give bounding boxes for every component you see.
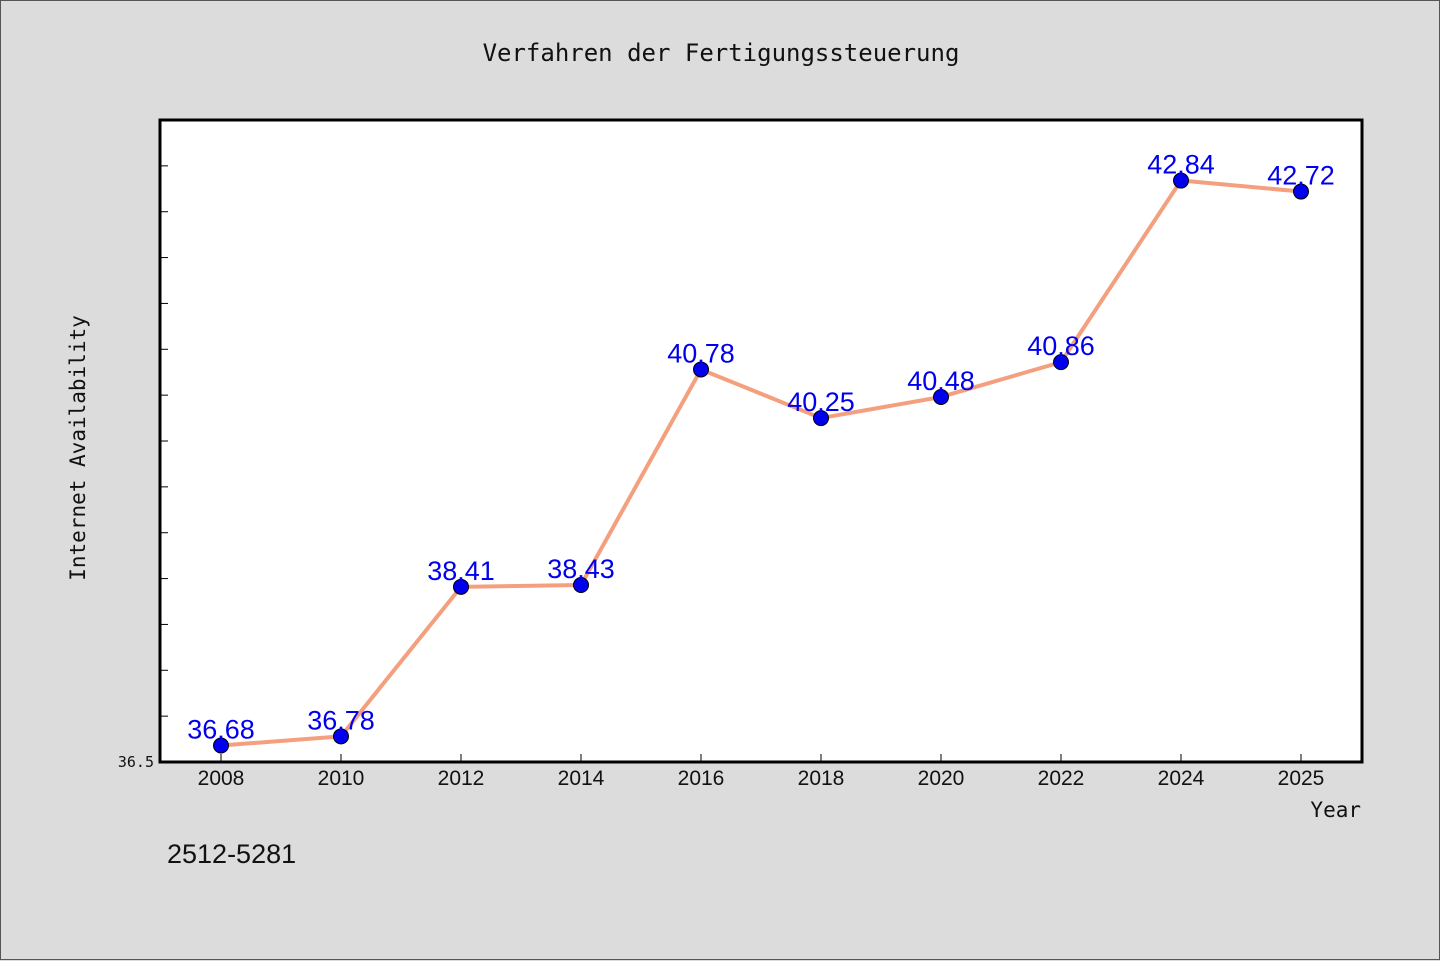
data-point	[333, 728, 349, 745]
data-label: 40.86	[1027, 331, 1095, 361]
data-label: 42.84	[1147, 150, 1215, 180]
plot-area	[158, 118, 1364, 764]
x-tick-label: 2020	[918, 767, 965, 790]
x-tick-label: 2025	[1278, 767, 1325, 790]
x-tick-label: 2018	[798, 767, 845, 790]
chart-title: Verfahren der Fertigungssteuerung	[483, 39, 960, 67]
y-axis-ticks: 36.5	[118, 119, 168, 771]
series-line	[220, 178, 1302, 748]
data-point	[933, 388, 949, 405]
x-tick-label: 2016	[678, 767, 725, 790]
data-point	[213, 737, 229, 754]
data-label: 40.48	[907, 366, 975, 396]
x-tick-label: 2014	[558, 767, 605, 790]
footnote: 2512-5281	[167, 839, 296, 869]
x-axis-label: Year	[1310, 798, 1361, 822]
y-tick-label: 36.5	[118, 753, 154, 771]
data-point	[1053, 354, 1069, 371]
data-point	[1173, 172, 1189, 189]
data-label: 40.25	[787, 387, 855, 417]
data-labels: 36.68 36.78 38.41 38.43 40.78 40.25 40.48 40.86…	[187, 150, 1335, 745]
x-tick-label: 2022	[1038, 767, 1085, 790]
data-point	[453, 578, 469, 595]
y-axis-label: Internet Availability	[66, 315, 90, 581]
data-point	[1293, 183, 1309, 200]
data-label: 36.78	[307, 705, 375, 735]
data-point	[693, 361, 709, 378]
x-tick-label: 2024	[1158, 767, 1205, 790]
data-label: 40.78	[667, 338, 735, 368]
data-point	[813, 410, 829, 427]
x-tick-label: 2012	[438, 767, 485, 790]
data-label: 38.41	[427, 556, 495, 586]
x-tick-label: 2008	[198, 767, 245, 790]
data-label: 42.72	[1267, 161, 1335, 191]
data-point	[573, 576, 589, 593]
x-axis-ticks: 2008 2010 2012 2014 2016 2018 2020 2022 2024 2025	[198, 754, 1325, 790]
x-tick-label: 2010	[318, 767, 365, 790]
data-label: 38.43	[547, 554, 615, 584]
data-label: 36.68	[187, 714, 255, 744]
series-layer	[213, 172, 1309, 754]
